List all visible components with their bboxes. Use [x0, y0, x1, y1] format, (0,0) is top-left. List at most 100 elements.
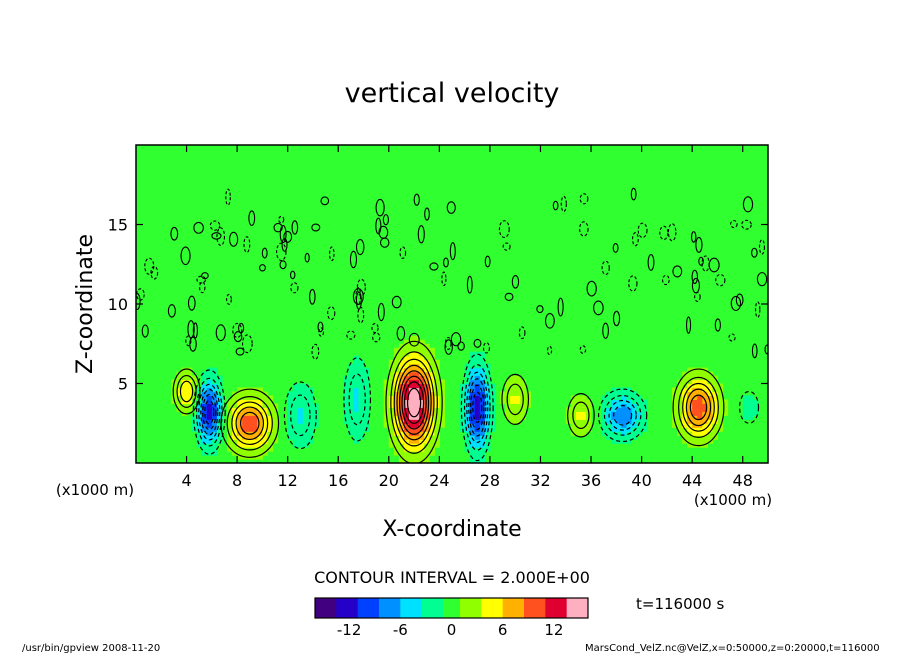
field-cell	[302, 383, 309, 389]
field-cell	[171, 391, 178, 397]
field-cell	[242, 427, 248, 432]
field-cell	[409, 351, 415, 357]
field-cell	[388, 403, 395, 408]
contour-ring	[429, 262, 439, 271]
field-cell	[343, 379, 349, 385]
field-cell	[292, 411, 299, 416]
field-cell	[474, 395, 481, 400]
field-cell	[191, 423, 198, 428]
contour-ring	[637, 222, 648, 239]
field-cell	[707, 383, 713, 389]
field-cell	[570, 411, 577, 416]
field-cell	[606, 391, 612, 397]
field-cell	[712, 379, 719, 385]
field-cell	[206, 439, 213, 444]
contour-ring	[320, 196, 330, 206]
field-cell	[474, 399, 481, 404]
colorbar-segment	[378, 598, 384, 618]
field-cell	[252, 431, 258, 436]
field-cell	[479, 443, 486, 448]
contour-ring	[738, 390, 760, 424]
field-cell	[409, 447, 415, 452]
field-cell	[393, 347, 400, 353]
field-cell	[211, 367, 218, 373]
field-cell	[469, 447, 476, 452]
field-cell	[484, 447, 491, 452]
contour-ring	[248, 210, 256, 226]
field-cell	[272, 435, 279, 440]
field-cell	[692, 399, 698, 404]
field-cell	[752, 403, 759, 408]
field-cell	[419, 399, 425, 404]
contour-ring	[672, 265, 683, 278]
field-cell	[575, 423, 582, 428]
field-cell	[398, 343, 405, 349]
field-cell	[479, 351, 486, 357]
contour-ring	[632, 232, 639, 247]
field-cell	[201, 411, 208, 416]
field-cell	[515, 391, 521, 397]
field-cell	[262, 427, 269, 432]
field-cell	[252, 439, 258, 444]
field-cell	[515, 407, 521, 412]
field-cell	[201, 419, 208, 424]
field-cell	[500, 399, 506, 404]
field-cell	[358, 391, 365, 397]
field-cell	[363, 367, 370, 373]
field-cell	[742, 399, 749, 404]
field-cell	[429, 375, 435, 381]
field-cell	[257, 435, 263, 440]
field-cell	[403, 391, 410, 397]
field-cell	[752, 399, 759, 404]
field-cell	[398, 367, 405, 373]
field-cell	[186, 371, 193, 377]
field-cell	[232, 423, 238, 428]
field-cell	[398, 447, 405, 452]
contour-ring	[579, 193, 589, 205]
field-cell	[237, 431, 243, 436]
field-cell	[227, 447, 233, 452]
contour-ring	[406, 387, 422, 418]
field-cell	[479, 411, 486, 416]
field-cell	[429, 347, 435, 353]
field-cell	[247, 435, 253, 440]
field-cell	[302, 427, 309, 432]
field-cell	[580, 427, 587, 432]
field-cell	[636, 403, 643, 408]
field-cell	[575, 411, 582, 416]
contour-ring	[209, 220, 221, 231]
field-cell	[626, 439, 633, 444]
field-cell	[363, 371, 370, 377]
field-cell	[414, 343, 420, 349]
field-cell	[621, 391, 628, 397]
contour-ring	[647, 254, 655, 271]
field-cell	[252, 415, 258, 420]
field-cell	[393, 443, 400, 448]
field-cell	[616, 391, 622, 397]
field-cell	[348, 395, 355, 400]
field-cell	[287, 427, 294, 432]
field-cell	[312, 407, 319, 412]
contour-ring	[318, 327, 325, 337]
field-cell	[459, 395, 466, 400]
contour-ring	[371, 323, 379, 334]
field-cell	[676, 387, 683, 393]
field-cell	[388, 399, 395, 404]
contour-ring	[756, 272, 768, 287]
field-cell	[353, 415, 360, 420]
field-cell	[707, 419, 713, 424]
contour-ring	[449, 242, 456, 261]
field-cell	[383, 419, 390, 424]
field-cell	[687, 415, 693, 420]
contour-ring	[235, 406, 265, 441]
contour-ring	[348, 373, 366, 426]
field-cell	[363, 423, 370, 428]
field-cell	[227, 423, 233, 428]
field-cell	[252, 435, 258, 440]
field-cell	[419, 423, 425, 428]
field-cell	[469, 355, 476, 361]
field-cell	[403, 339, 410, 345]
contour-ring	[329, 246, 335, 262]
field-cell	[505, 407, 511, 412]
colorbar-segment	[447, 598, 452, 618]
